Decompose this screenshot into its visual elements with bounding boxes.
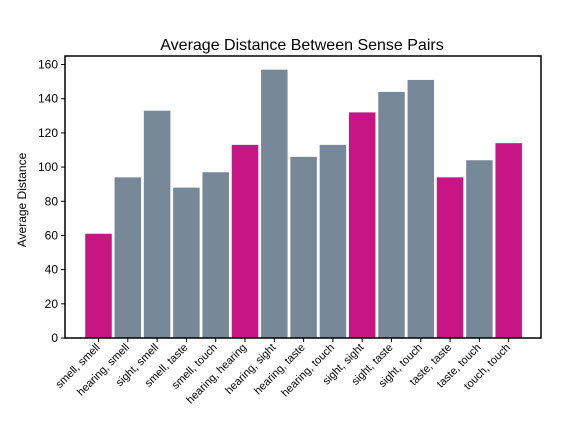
y-tick-label-8: 160 <box>38 58 58 72</box>
bar-14 <box>495 143 522 338</box>
y-tick-label-0: 0 <box>51 331 58 345</box>
bar-2 <box>143 110 171 338</box>
bar-7 <box>290 156 317 338</box>
bar-11 <box>407 79 435 339</box>
bar-5 <box>231 144 259 338</box>
y-tick-label-7: 140 <box>38 92 58 106</box>
y-tick-label-3: 60 <box>45 228 59 242</box>
plot-frame <box>64 55 542 339</box>
bar-3 <box>173 187 200 338</box>
chart-title: Average Distance Between Sense Pairs <box>160 37 443 54</box>
bar-13 <box>466 160 493 338</box>
y-tick-label-2: 40 <box>45 263 59 277</box>
y-axis-ticks: 0 20 40 60 80 100 120 140 160 <box>38 58 65 345</box>
bar-8 <box>319 144 347 338</box>
bar-0 <box>85 233 112 338</box>
bar-1 <box>114 177 142 338</box>
y-tick-label-6: 120 <box>38 126 58 140</box>
bar-9 <box>348 112 376 339</box>
bar-12 <box>436 177 464 338</box>
bar-10 <box>378 91 405 338</box>
bar-4 <box>202 172 229 338</box>
y-tick-label-4: 80 <box>45 194 59 208</box>
y-axis-label: Average Distance <box>15 152 29 247</box>
y-tick-label-1: 20 <box>45 297 59 311</box>
bar-6 <box>261 69 288 339</box>
bars-group <box>85 69 522 339</box>
y-tick-label-5: 100 <box>38 160 58 174</box>
